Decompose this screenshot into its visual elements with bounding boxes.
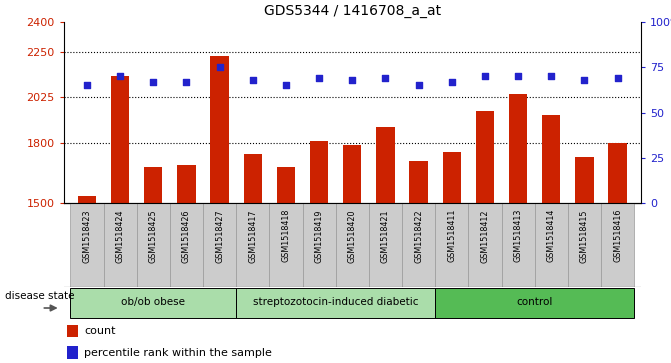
Text: GSM1518417: GSM1518417 xyxy=(248,209,257,262)
Bar xyxy=(66,346,78,359)
Text: GSM1518411: GSM1518411 xyxy=(448,209,456,262)
Bar xyxy=(343,145,362,203)
Text: streptozotocin-induced diabetic: streptozotocin-induced diabetic xyxy=(253,297,419,307)
Point xyxy=(82,82,93,88)
Bar xyxy=(211,56,229,203)
Bar xyxy=(144,167,162,203)
Bar xyxy=(177,165,195,203)
Bar xyxy=(468,203,501,287)
Text: GSM1518427: GSM1518427 xyxy=(215,209,224,263)
Text: count: count xyxy=(84,326,115,336)
Bar xyxy=(277,167,295,203)
Bar xyxy=(435,203,468,287)
Point xyxy=(612,75,623,81)
Text: GSM1518418: GSM1518418 xyxy=(281,209,291,262)
Text: GSM1518420: GSM1518420 xyxy=(348,209,357,262)
Bar xyxy=(443,152,461,203)
Bar xyxy=(568,203,601,287)
Bar xyxy=(236,203,269,287)
Bar xyxy=(111,76,130,203)
Bar xyxy=(78,196,96,203)
Point xyxy=(579,77,590,83)
Bar xyxy=(535,203,568,287)
Point xyxy=(546,73,557,79)
Point xyxy=(314,75,325,81)
Bar xyxy=(609,143,627,203)
Text: GSM1518421: GSM1518421 xyxy=(381,209,390,262)
Text: GSM1518425: GSM1518425 xyxy=(149,209,158,263)
Bar xyxy=(70,203,103,287)
Bar xyxy=(137,203,170,287)
Bar xyxy=(66,325,78,337)
Text: ob/ob obese: ob/ob obese xyxy=(121,297,185,307)
Bar xyxy=(509,94,527,203)
Text: GSM1518423: GSM1518423 xyxy=(83,209,91,262)
Bar xyxy=(402,203,435,287)
Text: GSM1518426: GSM1518426 xyxy=(182,209,191,262)
Text: GSM1518415: GSM1518415 xyxy=(580,209,589,262)
Bar xyxy=(269,203,303,287)
Bar xyxy=(575,157,594,203)
Text: disease state: disease state xyxy=(5,291,74,301)
Point xyxy=(380,75,391,81)
Text: GSM1518419: GSM1518419 xyxy=(315,209,323,262)
Text: GSM1518416: GSM1518416 xyxy=(613,209,622,262)
Bar xyxy=(542,115,560,203)
Bar xyxy=(303,203,336,287)
Text: GSM1518412: GSM1518412 xyxy=(480,209,489,262)
Point xyxy=(115,73,125,79)
Text: GSM1518422: GSM1518422 xyxy=(414,209,423,263)
Point xyxy=(513,73,523,79)
Text: GSM1518413: GSM1518413 xyxy=(513,209,523,262)
Text: control: control xyxy=(517,297,553,307)
Point xyxy=(480,73,491,79)
Point xyxy=(248,77,258,83)
Bar xyxy=(435,288,634,318)
Bar xyxy=(501,203,535,287)
Bar xyxy=(244,154,262,203)
Bar xyxy=(476,110,494,203)
Text: GSM1518424: GSM1518424 xyxy=(115,209,125,262)
Point xyxy=(347,77,358,83)
Point xyxy=(148,79,158,85)
Bar xyxy=(409,161,427,203)
Text: GSM1518414: GSM1518414 xyxy=(547,209,556,262)
Bar xyxy=(236,288,435,318)
Point xyxy=(413,82,424,88)
Point xyxy=(214,64,225,70)
Text: percentile rank within the sample: percentile rank within the sample xyxy=(84,347,272,358)
Bar xyxy=(170,203,203,287)
Bar xyxy=(203,203,236,287)
Point xyxy=(280,82,291,88)
Bar xyxy=(336,203,369,287)
Bar xyxy=(369,203,402,287)
Bar xyxy=(601,203,634,287)
Bar xyxy=(103,203,137,287)
Point xyxy=(446,79,457,85)
Bar xyxy=(70,288,236,318)
Bar xyxy=(376,127,395,203)
Bar xyxy=(310,141,328,203)
Title: GDS5344 / 1416708_a_at: GDS5344 / 1416708_a_at xyxy=(264,4,441,18)
Point xyxy=(181,79,192,85)
